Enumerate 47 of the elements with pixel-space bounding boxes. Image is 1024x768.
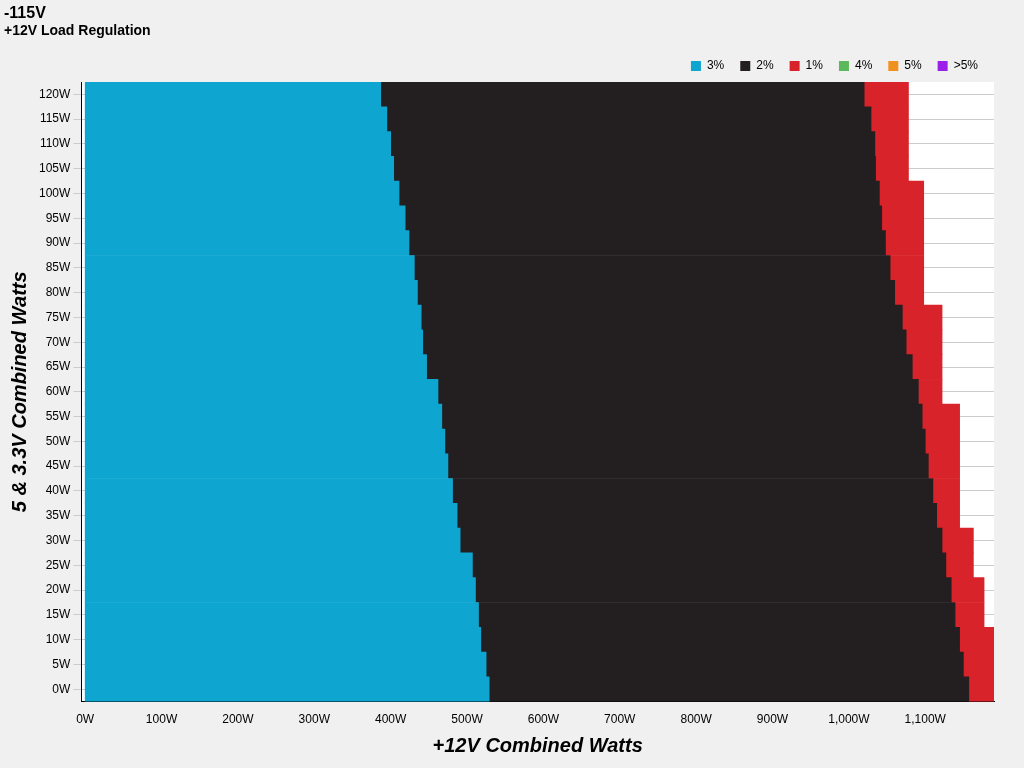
legend-label: 4% [854, 58, 873, 73]
y-tick-label: 90W [45, 235, 72, 250]
x-tick-label: 700W [604, 712, 637, 727]
y-tick-label: 40W [45, 483, 72, 498]
y-tick-label: 105W [38, 161, 72, 176]
y-tick-label: 10W [45, 631, 72, 646]
x-tick-label: 1,100W [904, 712, 947, 727]
x-tick-label: 400W [374, 712, 407, 727]
x-tick-label: 600W [527, 712, 560, 727]
y-tick-label: 110W [39, 136, 72, 151]
legend-label: 5% [904, 58, 922, 73]
y-tick-label: 45W [45, 458, 72, 473]
y-tick-label: 95W [45, 210, 72, 225]
legend-label: 2% [756, 58, 774, 73]
x-axis-title: +12V Combined Watts [432, 733, 643, 756]
x-tick-label: 1,000W [828, 712, 871, 727]
legend-label: 1% [805, 58, 824, 73]
legend-label: >5% [953, 58, 979, 73]
y-tick-label: 70W [45, 334, 72, 349]
chart-title: -115V [4, 4, 47, 22]
y-axis-title: 5 & 3.3V Combined Watts [7, 271, 30, 513]
y-tick-label: 55W [45, 408, 72, 423]
legend-label: 3% [706, 58, 725, 73]
x-tick-label: 0W [76, 712, 95, 727]
y-tick-label: 50W [45, 433, 72, 448]
y-tick-label: 120W [38, 86, 72, 101]
x-tick-label: 300W [298, 712, 331, 727]
y-tick-label: 65W [45, 359, 72, 374]
x-tick-label: 200W [222, 712, 255, 727]
y-tick-label: 85W [45, 260, 72, 275]
y-tick-label: 0W [52, 681, 72, 696]
y-tick-label: 115W [39, 111, 72, 126]
y-tick-label: 25W [45, 557, 72, 572]
x-tick-label: 100W [145, 712, 178, 727]
y-tick-label: 100W [38, 185, 72, 200]
y-tick-label: 20W [45, 582, 72, 597]
y-tick-label: 80W [45, 284, 72, 299]
y-tick-label: 15W [45, 607, 72, 622]
chart-subtitle: +12V Load Regulation [4, 22, 151, 39]
y-tick-label: 35W [45, 508, 72, 523]
y-tick-label: 5W [52, 656, 72, 671]
x-tick-label: 900W [756, 712, 789, 727]
y-tick-label: 75W [45, 309, 72, 324]
y-tick-label: 30W [45, 532, 72, 547]
x-tick-label: 500W [451, 712, 484, 727]
x-tick-label: 800W [680, 712, 713, 727]
y-tick-label: 60W [45, 384, 72, 399]
